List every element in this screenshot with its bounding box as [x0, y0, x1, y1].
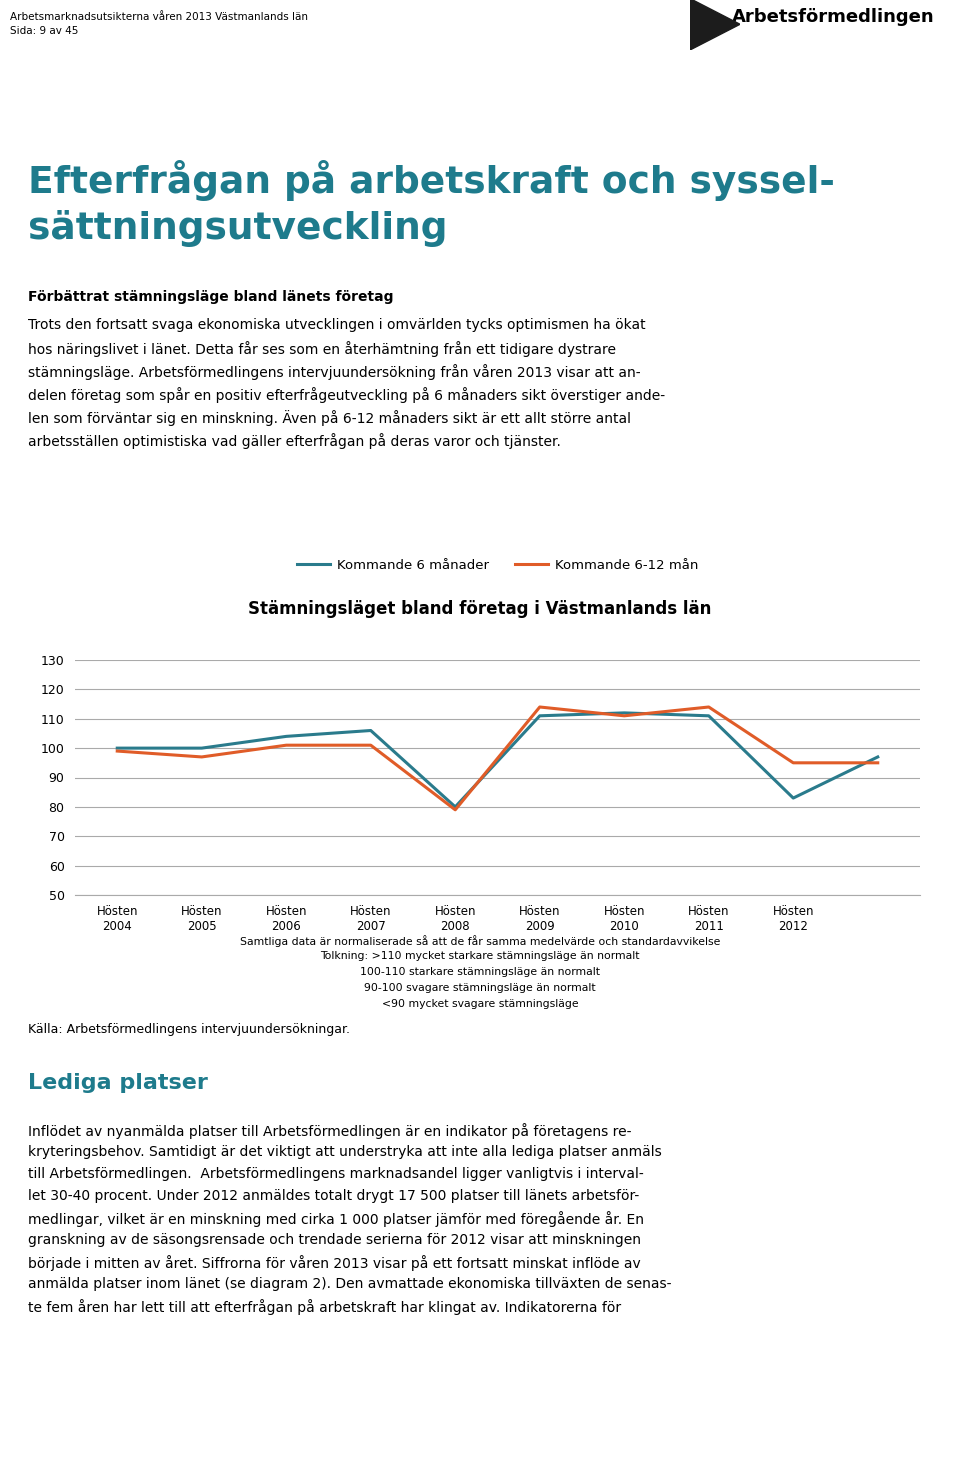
Text: hos näringslivet i länet. Detta får ses som en återhämtning från ett tidigare dy: hos näringslivet i länet. Detta får ses …: [28, 341, 616, 357]
Text: Tolkning: >110 mycket starkare stämningsläge än normalt: Tolkning: >110 mycket starkare stämnings…: [321, 951, 639, 961]
Polygon shape: [690, 0, 740, 50]
Text: Källa: Arbetsförmedlingens intervjuundersökningar.: Källa: Arbetsförmedlingens intervjuunder…: [28, 1023, 350, 1036]
Text: medlingar, vilket är en minskning med cirka 1 000 platser jämför med föregående : medlingar, vilket är en minskning med ci…: [28, 1211, 644, 1227]
Text: Inflödet av nyanmälda platser till Arbetsförmedlingen är en indikator på företag: Inflödet av nyanmälda platser till Arbet…: [28, 1123, 632, 1139]
Text: anmälda platser inom länet (se diagram 2). Den avmattade ekonomiska tillväxten d: anmälda platser inom länet (se diagram 2…: [28, 1277, 671, 1291]
Text: Sida: 9 av 45: Sida: 9 av 45: [10, 26, 79, 35]
Text: len som förväntar sig en minskning. Även på 6-12 månaders sikt är ett allt störr: len som förväntar sig en minskning. Även…: [28, 410, 631, 426]
Text: började i mitten av året. Siffrorna för våren 2013 visar på ett fortsatt minskat: började i mitten av året. Siffrorna för …: [28, 1255, 640, 1272]
Text: 90-100 svagare stämningsläge än normalt: 90-100 svagare stämningsläge än normalt: [364, 983, 596, 994]
Text: granskning av de säsongsrensade och trendade serierna för 2012 visar att minskni: granskning av de säsongsrensade och tren…: [28, 1233, 641, 1247]
Text: let 30-40 procent. Under 2012 anmäldes totalt drygt 17 500 platser till länets a: let 30-40 procent. Under 2012 anmäldes t…: [28, 1189, 639, 1202]
Text: stämningsläge. Arbetsförmedlingens intervjuundersökning från våren 2013 visar at: stämningsläge. Arbetsförmedlingens inter…: [28, 365, 640, 379]
Text: Trots den fortsatt svaga ekonomiska utvecklingen i omvärlden tycks optimismen ha: Trots den fortsatt svaga ekonomiska utve…: [28, 318, 646, 332]
Text: kryteringsbehov. Samtidigt är det viktigt att understryka att inte alla lediga p: kryteringsbehov. Samtidigt är det viktig…: [28, 1145, 661, 1158]
Text: delen företag som spår en positiv efterfrågeutveckling på 6 månaders sikt överst: delen företag som spår en positiv efterf…: [28, 387, 665, 403]
Text: Lediga platser: Lediga platser: [28, 1073, 208, 1094]
Text: sättningsutveckling: sättningsutveckling: [28, 210, 447, 247]
Text: te fem åren har lett till att efterfrågan på arbetskraft har klingat av. Indikat: te fem åren har lett till att efterfråga…: [28, 1299, 621, 1316]
Text: Förbättrat stämningsläge bland länets företag: Förbättrat stämningsläge bland länets fö…: [28, 290, 394, 304]
Text: Efterfrågan på arbetskraft och syssel-: Efterfrågan på arbetskraft och syssel-: [28, 160, 835, 201]
Legend: Kommande 6 månader, Kommande 6-12 mån: Kommande 6 månader, Kommande 6-12 mån: [292, 554, 704, 578]
Text: Arbetsförmedlingen: Arbetsförmedlingen: [732, 7, 935, 26]
Text: 100-110 starkare stämningsläge än normalt: 100-110 starkare stämningsläge än normal…: [360, 967, 600, 978]
Text: Stämningsläget bland företag i Västmanlands län: Stämningsläget bland företag i Västmanla…: [249, 600, 711, 617]
Text: <90 mycket svagare stämningsläge: <90 mycket svagare stämningsläge: [382, 1000, 578, 1008]
Text: Arbetsmarknadsutsikterna våren 2013 Västmanlands län: Arbetsmarknadsutsikterna våren 2013 Väst…: [10, 12, 308, 22]
Text: till Arbetsförmedlingen.  Arbetsförmedlingens marknadsandel ligger vanligtvis i : till Arbetsförmedlingen. Arbetsförmedlin…: [28, 1167, 644, 1180]
Text: Samtliga data är normaliserade så att de får samma medelvärde och standardavvike: Samtliga data är normaliserade så att de…: [240, 935, 720, 947]
Text: arbetsställen optimistiska vad gäller efterfrågan på deras varor och tjänster.: arbetsställen optimistiska vad gäller ef…: [28, 434, 561, 448]
